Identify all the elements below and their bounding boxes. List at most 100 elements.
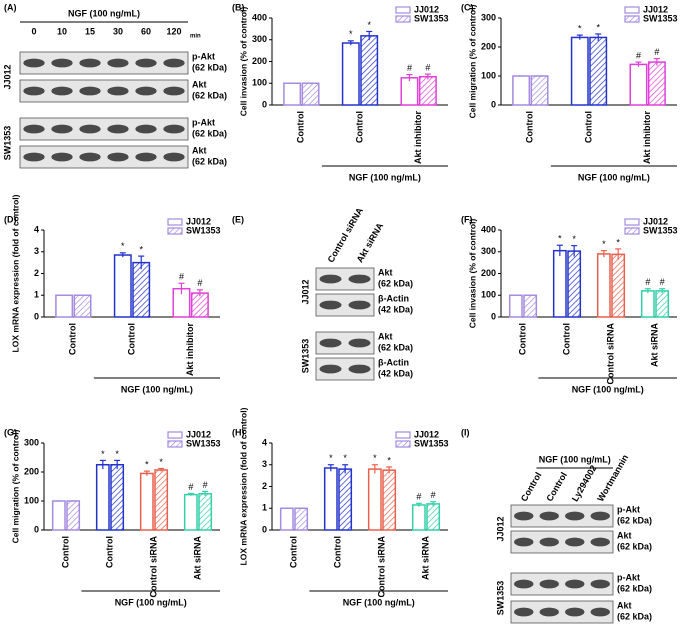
legend-label: SW1353 [643,13,678,23]
significance-marker: * [387,455,391,465]
blot-band [514,537,534,547]
blot-band [590,579,610,589]
legend-swatch [395,431,411,439]
y-tick-label: 400 [252,12,267,22]
bar [512,75,531,106]
bar [596,253,611,318]
blot-band [319,274,342,284]
x-tick-label: Control [60,536,70,568]
x-tick-label: Akt siRNA [420,536,430,581]
bar [647,61,666,106]
blot-band [51,124,73,134]
row-size: (62 kDa) [192,90,227,100]
y-tick-label: 400 [481,224,496,234]
bar [323,467,338,531]
blot-band [23,58,45,68]
y-tick-label: 200 [24,466,39,476]
y-tick-label: 200 [481,268,496,278]
legend-label: JJ012 [414,4,439,14]
row-protein: Akt [617,600,632,610]
group-label: NGF (100 ng/mL) [115,597,187,607]
x-tick-label: Akt inhibitor [413,111,423,164]
bar [411,504,426,531]
significance-marker: # [416,492,421,502]
bar [183,493,198,531]
blot-band [79,152,101,162]
legend-label: SW1353 [414,438,449,448]
y-tick-label: 200 [252,56,267,66]
group-label: NGF (100 ng/mL) [572,384,644,394]
significance-marker: # [179,272,184,282]
y-tick-label: 100 [252,78,267,88]
blot-band [319,300,342,310]
bar [567,250,582,318]
y-tick-label: 100 [481,290,496,300]
blot-band [539,537,559,547]
bar [367,468,382,531]
bar [523,294,538,318]
legend-swatch [624,218,640,226]
bar [418,75,437,106]
lane-label: 15 [85,26,95,36]
blot-band [348,338,371,348]
y-tick-label: 0 [491,99,496,109]
blot-strip [19,117,189,141]
lane-label: Akt siRNA [355,221,386,265]
bar [640,290,655,318]
y-tick-label: 300 [481,246,496,256]
bar [154,469,169,531]
legend-swatch [167,218,183,226]
blot-band [514,607,534,617]
bar [530,75,549,106]
bar [95,464,110,531]
blot-strip [510,530,614,554]
y-tick-label: 3 [34,246,39,256]
blot-strip [19,79,189,103]
panel-label: (I) [461,427,470,437]
y-tick-label: 300 [24,437,39,447]
x-tick-label: Akt siRNA [192,536,202,581]
legend-swatch [395,15,411,23]
bar [132,261,151,318]
panel-label: (D) [4,214,17,224]
blot-band [539,511,559,521]
legend-swatch [395,440,411,448]
y-axis-label: Cell migration (% of control) [467,4,477,118]
bar [279,507,294,531]
row-size: (62 kDa) [378,342,413,352]
group-label: NGF (100 ng/mL) [343,597,415,607]
legend-label: JJ012 [186,429,211,439]
legend-swatch [167,440,183,448]
lane-label: 10 [57,26,67,36]
x-tick-label: Control [561,323,571,355]
significance-marker: * [329,453,333,463]
significance-marker: # [645,277,650,287]
legend-label: JJ012 [414,429,439,439]
row-protein: Akt [617,530,632,540]
legend-swatch [624,227,640,235]
x-tick-label: Akt inhibitor [642,111,652,164]
blot-band [107,124,129,134]
x-tick-label: Control [296,111,306,143]
blot-band [79,58,101,68]
significance-marker: * [121,241,125,251]
panel-label: (C) [461,2,474,12]
lane-label: 0 [31,26,36,36]
row-size: (42 kDa) [378,368,413,378]
bar [341,42,360,106]
significance-marker: # [636,50,641,60]
blot-band [79,86,101,96]
legend-label: SW1353 [643,225,678,235]
blot-band [163,124,185,134]
row-size: (62 kDa) [617,541,652,551]
blot-band [163,152,185,162]
y-tick-label: 200 [481,41,496,51]
blot-band [539,579,559,589]
blot-band [163,86,185,96]
y-tick-label: 0 [491,311,496,321]
bar [283,82,302,106]
x-tick-label: Control siRNA [605,323,615,385]
legend-label: JJ012 [643,216,668,226]
significance-marker: # [188,482,193,492]
